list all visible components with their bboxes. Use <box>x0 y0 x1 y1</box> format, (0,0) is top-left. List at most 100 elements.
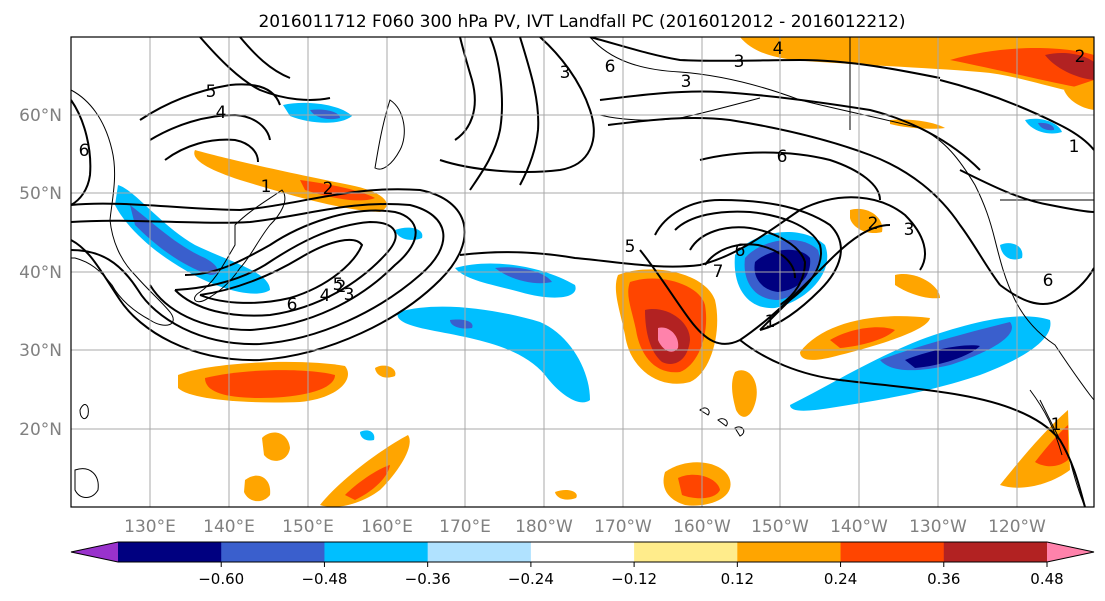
contour-line <box>149 209 417 332</box>
coastline-taiwan <box>79 404 89 420</box>
contour-line <box>519 37 540 186</box>
pv-positive-blob <box>1045 52 1094 80</box>
colorbar-swatch <box>840 542 945 562</box>
pv-positive-blob <box>850 208 883 234</box>
colorbar-extend-low <box>71 542 118 562</box>
pv-negative-blob <box>1038 122 1055 131</box>
map-panel: 6 5 4 1 2 3 4 5 6 2 3 6 5 7 6 1 2 3 3 4 <box>70 36 1095 508</box>
colorbar: −0.60 −0.48 −0.36 −0.24 −0.12 0.12 0.24 0.36 0.4… <box>70 541 1095 588</box>
colorbar-tick-label: −0.24 <box>508 570 554 588</box>
pv-positive-blob <box>244 475 271 502</box>
contour-line <box>459 196 926 271</box>
pv-negative-blob <box>310 109 340 120</box>
contour-label: 4 <box>773 39 784 59</box>
contour-label: 7 <box>713 262 724 282</box>
pv-positive-blob <box>732 370 757 417</box>
contour-label: 4 <box>320 286 331 306</box>
colorbar-tick-label: −0.60 <box>198 570 244 588</box>
contour-line <box>959 169 1094 213</box>
pv-positive-blob <box>262 432 290 461</box>
pv-positive-blob <box>678 474 720 499</box>
contour-label: 2 <box>336 277 347 297</box>
contour-label: 2 <box>1075 47 1086 67</box>
lon-label: 150°E <box>282 517 334 537</box>
lat-label: 60°N <box>19 106 62 126</box>
colorbar-tick-label: 0.24 <box>824 570 857 588</box>
coastline-kamchatka <box>374 99 405 170</box>
coastline-asia <box>71 89 174 326</box>
contour-line <box>139 83 281 121</box>
contour-label: 5 <box>333 275 344 295</box>
contour-line <box>589 37 941 79</box>
pv-positive-blob <box>1064 80 1094 110</box>
pv-positive-blob <box>658 327 679 352</box>
lon-label: 170°W <box>594 517 652 537</box>
contour-line <box>164 138 259 163</box>
contour-label: 5 <box>206 82 217 102</box>
pv-positive-blob <box>555 489 577 500</box>
contour-line <box>654 198 842 331</box>
pv-positive-blob <box>375 365 396 378</box>
pv-positive-blob <box>300 180 375 201</box>
map-frame <box>70 36 1095 508</box>
coastline-baja <box>1029 389 1063 456</box>
pv-negative-blob <box>115 185 270 294</box>
contour-label: 3 <box>344 285 355 305</box>
contour-line <box>71 188 466 362</box>
contour-label: 6 <box>735 241 746 261</box>
pv-contours <box>71 37 1094 507</box>
colorbar-swatch <box>737 542 842 562</box>
colorbar-swatch <box>634 542 738 562</box>
colorbar-tick-label: 0.48 <box>1030 570 1063 588</box>
colorbar-swatch <box>943 542 1048 562</box>
lon-label: 140°W <box>830 517 888 537</box>
contour-line <box>759 289 801 331</box>
contour-label: 4 <box>216 103 227 123</box>
contour-line <box>704 243 796 279</box>
colorbar-tick-label: 0.12 <box>721 570 754 588</box>
longitude-labels: 130°E 140°E 150°E 160°E 170°E 180°W 170°… <box>124 517 1046 537</box>
contour-label: 6 <box>605 57 616 77</box>
lat-label: 50°N <box>19 184 62 204</box>
contour-line <box>174 220 397 317</box>
contour-label: 3 <box>734 52 745 72</box>
contour-label: 1 <box>261 177 272 197</box>
contour-line <box>71 203 445 346</box>
contour-line <box>607 116 1001 286</box>
colorbar-swatch <box>427 542 532 562</box>
pv-negative-blob <box>450 319 473 329</box>
contour-labels: 6 5 4 1 2 3 4 5 6 2 3 6 5 7 6 1 2 3 3 4 <box>79 39 1086 435</box>
contour-label: 3 <box>560 63 571 83</box>
gridlines <box>71 37 1094 507</box>
pv-negative-blob <box>130 205 218 275</box>
contour-label: 3 <box>681 72 692 92</box>
lon-label: 170°E <box>439 517 491 537</box>
colorbar-extend-high <box>1047 542 1094 562</box>
lat-label: 20°N <box>19 420 62 440</box>
pv-negative-blob <box>397 306 590 403</box>
contour-line <box>739 339 1086 507</box>
colorbar-swatch <box>118 542 222 562</box>
contour-label: 2 <box>323 179 334 199</box>
contour-line <box>439 37 595 173</box>
pv-shading-layer: 6 5 4 1 2 3 4 5 6 2 3 6 5 7 6 1 2 3 3 4 <box>71 37 1094 507</box>
colorbar-tick-label: −0.12 <box>611 570 657 588</box>
contour-label: 1 <box>1051 415 1062 435</box>
contour-line <box>199 238 364 304</box>
lon-label: 180°W <box>515 517 573 537</box>
lon-label: 150°W <box>751 517 809 537</box>
coastline-philippines <box>74 468 99 498</box>
contour-line <box>699 151 881 201</box>
lon-label: 130°E <box>124 517 176 537</box>
pv-positive-blob <box>830 327 895 348</box>
contour-label: 6 <box>79 141 90 161</box>
pv-positive-blob <box>1035 425 1068 467</box>
contour-line <box>689 226 807 306</box>
pv-negative-blob <box>905 345 980 368</box>
colorbar-swatch <box>530 542 635 562</box>
contour-line <box>239 37 291 79</box>
contour-line <box>199 37 331 101</box>
lon-label: 140°E <box>203 517 255 537</box>
lon-label: 160°E <box>361 517 413 537</box>
